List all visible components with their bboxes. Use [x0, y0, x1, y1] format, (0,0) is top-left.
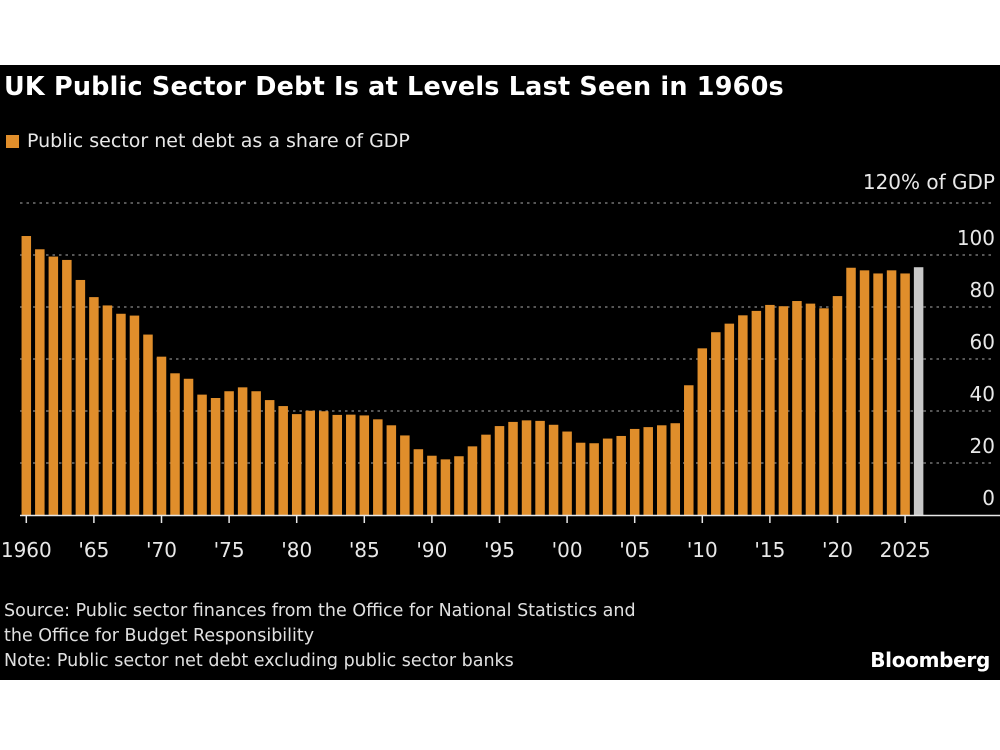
y-tick-label: 20 [970, 434, 995, 458]
bar-2013 [738, 315, 748, 515]
bar-1987 [386, 425, 397, 515]
bar-2012 [724, 323, 735, 515]
bar-1973 [197, 394, 207, 515]
bar-1964 [75, 279, 86, 515]
x-tick-label: '15 [754, 538, 785, 562]
bar-1997 [521, 420, 532, 515]
x-tick-label: '65 [78, 538, 109, 562]
bar-1992 [454, 456, 464, 515]
bar-2018 [805, 303, 816, 515]
note: Note: Public sector net debt excluding p… [4, 651, 514, 671]
bar-1968 [129, 315, 140, 515]
x-tick-label: '95 [484, 538, 515, 562]
bar-2008 [670, 423, 681, 515]
bar-1970 [156, 356, 167, 515]
bar-2024 [886, 270, 897, 515]
bar-2007 [656, 425, 667, 515]
bar-2010 [697, 348, 708, 515]
bar-2005 [629, 428, 640, 515]
x-tick-label: '70 [146, 538, 177, 562]
x-tick-label: '00 [552, 538, 583, 562]
bar-1993 [467, 446, 478, 515]
bar-2002 [589, 443, 599, 515]
y-tick-label: 120% of GDP [863, 170, 995, 194]
bar-1990 [427, 455, 437, 515]
chart-title: UK Public Sector Debt Is at Levels Last … [4, 72, 784, 102]
y-tick-label: 0 [982, 486, 995, 510]
bar-2019 [819, 308, 829, 515]
bar-1977 [251, 391, 261, 515]
bar-1981 [305, 410, 315, 515]
bar-1998 [535, 420, 545, 515]
y-tick-label: 40 [970, 382, 995, 406]
bar-1986 [373, 419, 383, 515]
bar-2020 [832, 296, 843, 515]
bar-1996 [508, 421, 518, 515]
bar-1960 [21, 236, 32, 515]
bar-1983 [332, 414, 343, 515]
bar-1971 [170, 373, 180, 515]
bar-2009 [684, 385, 694, 515]
bar-1974 [210, 398, 221, 515]
bar-2003 [602, 438, 613, 515]
y-tick-label: 100 [957, 226, 995, 250]
x-tick-label: 1960 [1, 538, 52, 562]
legend: Public sector net debt as a share of GDP [6, 130, 410, 152]
bar-1988 [400, 435, 410, 515]
bar-1966 [102, 305, 113, 515]
bar-2017 [792, 301, 802, 515]
bar-1963 [62, 259, 72, 515]
bar-2014 [751, 310, 762, 515]
bloomberg-logo: Bloomberg [870, 648, 990, 672]
bar-2023 [873, 273, 883, 515]
bar-1985 [359, 415, 370, 515]
bar-1961 [35, 249, 45, 515]
bar-1994 [481, 434, 491, 515]
bar-1976 [237, 387, 248, 515]
bar-2016 [778, 306, 789, 515]
bar-1980 [291, 414, 302, 515]
bar-2025 [900, 273, 910, 515]
bar-1999 [548, 424, 559, 515]
bar-2001 [575, 442, 586, 515]
x-tick-label: '90 [416, 538, 447, 562]
bar-2026 [913, 267, 924, 515]
y-tick-label: 60 [970, 330, 995, 354]
x-tick-label: '20 [822, 538, 853, 562]
bar-1975 [224, 391, 234, 515]
bar-1989 [413, 449, 424, 515]
x-tick-label: '05 [619, 538, 650, 562]
legend-label: Public sector net debt as a share of GDP [27, 130, 410, 152]
bar-2022 [859, 270, 870, 515]
bar-1991 [440, 459, 451, 515]
bar-1972 [183, 378, 194, 515]
bar-1969 [143, 334, 153, 515]
bar-2004 [616, 435, 626, 515]
source-line-2: the Office for Budget Responsibility [4, 626, 315, 646]
bar-1984 [346, 414, 356, 515]
bar-1995 [494, 426, 505, 515]
bar-1978 [264, 400, 275, 515]
bar-1979 [278, 406, 288, 515]
bar-1982 [318, 411, 329, 515]
bar-1965 [89, 297, 99, 515]
legend-swatch [6, 134, 19, 148]
bar-1962 [48, 256, 59, 515]
bar-1967 [116, 313, 126, 515]
bar-2021 [846, 267, 856, 515]
bar-2000 [562, 431, 572, 515]
x-tick-label: '10 [687, 538, 718, 562]
x-tick-label: 2025 [880, 538, 931, 562]
y-tick-label: 80 [970, 278, 995, 302]
x-tick-label: '85 [349, 538, 380, 562]
source-line-1: Source: Public sector finances from the … [4, 601, 636, 621]
x-tick-label: '80 [281, 538, 312, 562]
bar-2015 [765, 304, 775, 515]
bar-2011 [711, 332, 721, 515]
bar-2006 [643, 427, 653, 515]
x-tick-label: '75 [214, 538, 245, 562]
